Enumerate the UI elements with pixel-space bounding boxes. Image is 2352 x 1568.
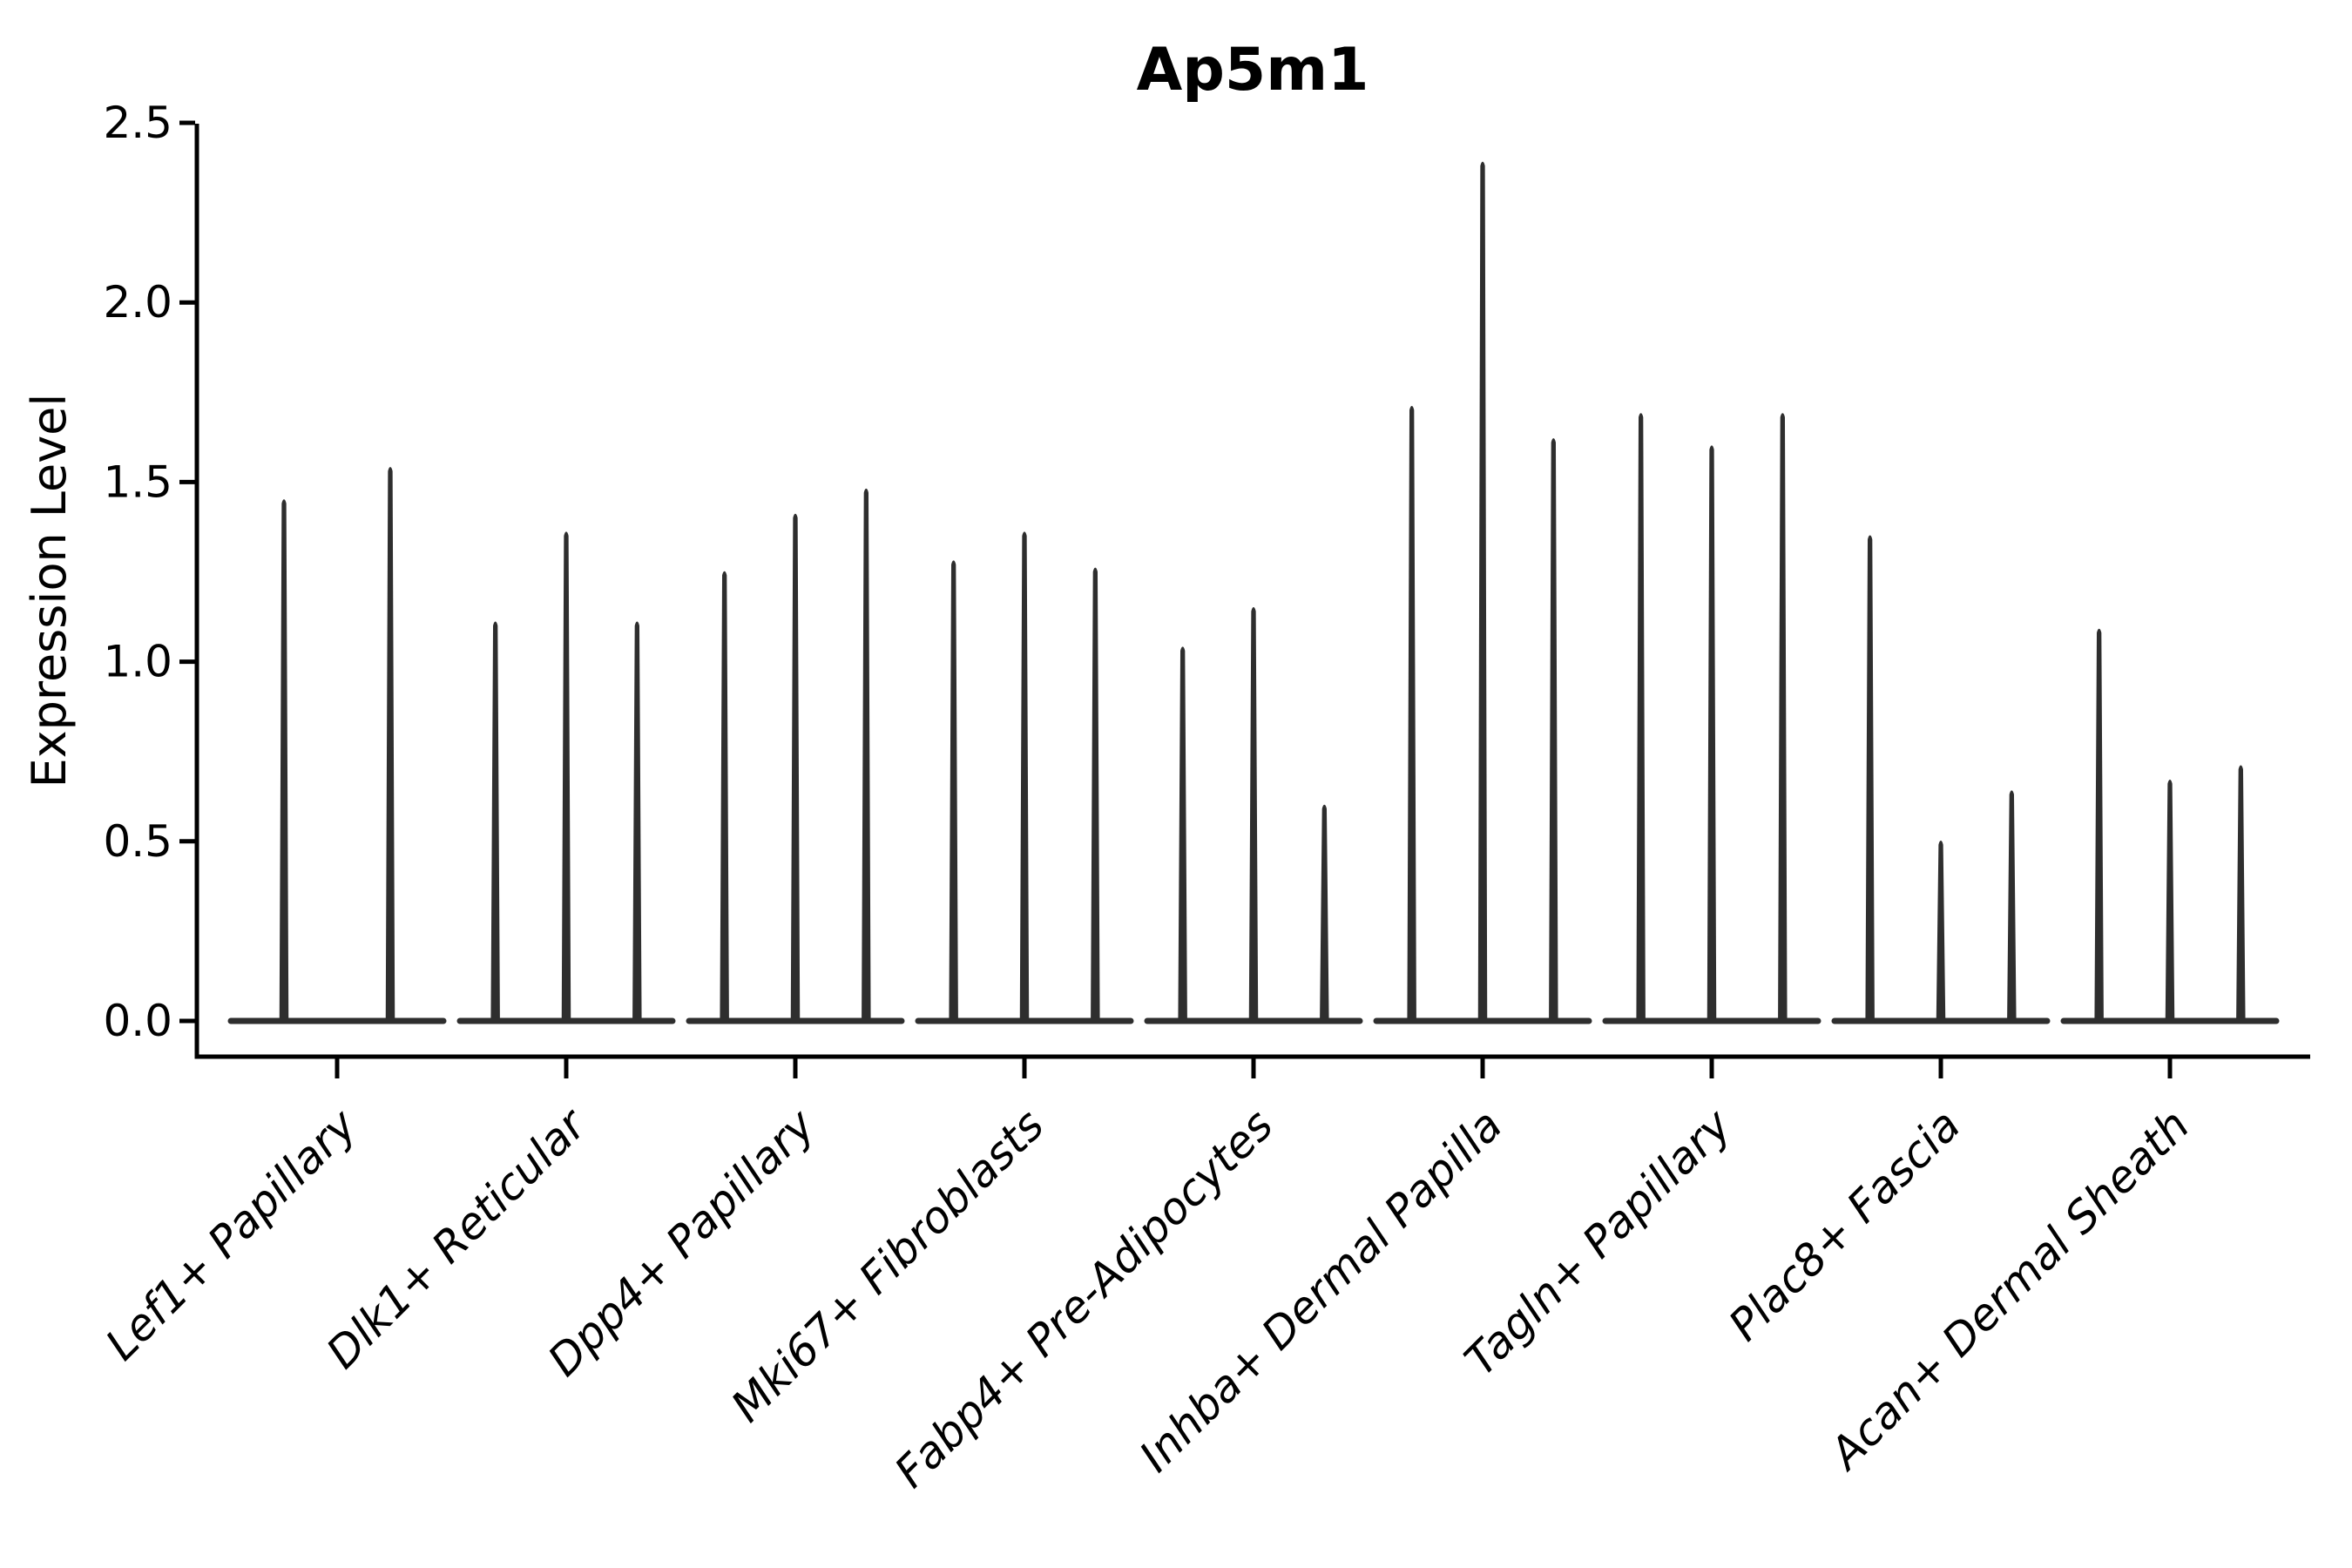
violin-spike <box>949 560 958 1022</box>
violin-spike <box>1019 531 1030 1022</box>
plot-title: Ap5m1 <box>1137 36 1369 105</box>
violin-spike <box>1248 606 1259 1022</box>
violin-spike <box>1320 804 1329 1022</box>
violin-spike <box>561 531 571 1022</box>
violin-spike <box>1091 567 1100 1022</box>
violin-spike <box>632 621 642 1022</box>
y-tick-label: 2.0 <box>103 277 172 328</box>
x-category-label: Acan+ Dermal Sheath <box>1819 1099 2200 1480</box>
y-tick-label: 1.0 <box>103 637 172 687</box>
violin-spike <box>720 571 729 1022</box>
violin-spike <box>2236 765 2246 1022</box>
violin-spike <box>1636 413 1646 1022</box>
violin-spike <box>1549 438 1558 1022</box>
violin-spike <box>1477 161 1488 1022</box>
violins-layer <box>227 161 2280 1024</box>
y-axis-label: Expression Level <box>22 394 77 788</box>
violin-spike <box>2007 790 2017 1022</box>
x-category-label: Plac8+ Fascia <box>1720 1099 1970 1350</box>
x-category-label: Inhba+ Dermal Papilla <box>1130 1099 1511 1481</box>
axes-layer <box>194 124 2310 1059</box>
violin-spike <box>385 467 395 1022</box>
violin-spike <box>1407 406 1416 1022</box>
violin-spike <box>1178 646 1187 1022</box>
violin-spike <box>1865 535 1875 1022</box>
violin-spike <box>862 488 871 1022</box>
violin-spike <box>1778 413 1788 1022</box>
violin-spike <box>2165 779 2175 1022</box>
y-tick-label: 0.5 <box>103 816 172 867</box>
violin-spike <box>2094 628 2104 1022</box>
violin-spike <box>1707 445 1717 1022</box>
x-category-label: Lef1+ Papillary <box>96 1098 367 1369</box>
violin-spike <box>790 513 801 1022</box>
x-category-label: Fabp4+ Pre-Adipocytes <box>885 1099 1283 1497</box>
y-tick-label: 2.5 <box>103 98 172 148</box>
violin-spike <box>1936 841 1946 1022</box>
violin-spike <box>279 499 289 1022</box>
y-tick-label: 1.5 <box>103 456 172 507</box>
y-tick-label: 0.0 <box>103 996 172 1046</box>
y-axis-ticks: 0.0 0.5 1.0 1.5 2.0 2.5 <box>103 98 195 1046</box>
violin-spike <box>490 621 500 1022</box>
